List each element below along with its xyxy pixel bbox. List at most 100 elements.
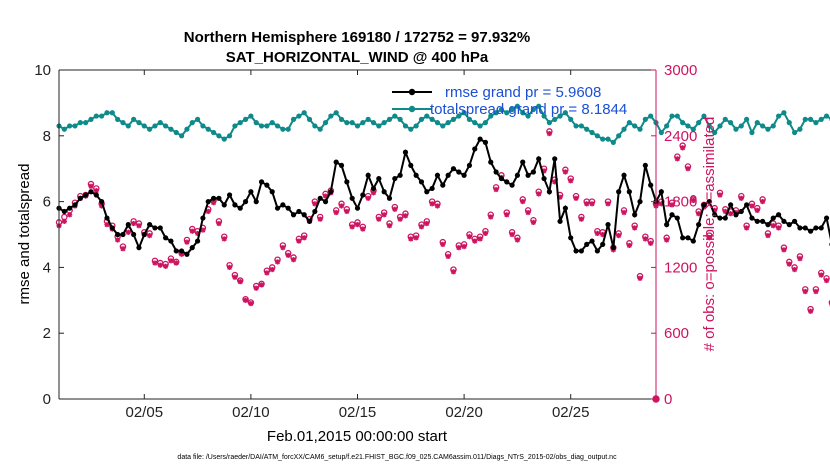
rmse-point bbox=[269, 189, 275, 195]
totalspread-point bbox=[83, 120, 89, 126]
assimilated-point bbox=[584, 201, 590, 207]
rmse-point bbox=[712, 212, 718, 218]
rmse-point bbox=[605, 222, 611, 228]
totalspread-point bbox=[402, 123, 409, 129]
totalspread-point bbox=[530, 106, 537, 113]
rmse-point bbox=[637, 199, 643, 205]
rmse-point bbox=[210, 195, 217, 201]
rmse-point bbox=[749, 215, 755, 221]
totalspread-point bbox=[642, 116, 648, 122]
assimilated-point bbox=[482, 230, 489, 237]
totalspread-point bbox=[802, 116, 808, 122]
assimilated-point bbox=[728, 211, 734, 217]
rmse-point bbox=[365, 172, 371, 178]
assimilated-point bbox=[285, 252, 291, 258]
rmse-point bbox=[445, 172, 451, 178]
rmse-point bbox=[317, 195, 323, 201]
assimilated-point bbox=[461, 243, 467, 250]
totalspread-point bbox=[509, 106, 515, 113]
rmse-point bbox=[482, 139, 489, 145]
rmse-point bbox=[93, 192, 99, 198]
rmse-point bbox=[696, 222, 702, 228]
totalspread-point bbox=[221, 136, 227, 142]
rmse-point bbox=[242, 199, 249, 205]
assimilated-point bbox=[381, 212, 387, 218]
rmse-point bbox=[290, 212, 297, 218]
rmse-point bbox=[536, 156, 542, 162]
totalspread-point bbox=[163, 123, 169, 129]
rmse-point bbox=[157, 225, 163, 231]
assimilated-point bbox=[520, 199, 526, 205]
rmse-point bbox=[152, 225, 158, 231]
rmse-point bbox=[312, 208, 318, 215]
totalspread-point bbox=[696, 120, 702, 126]
rmse-point bbox=[99, 199, 105, 205]
assimilated-point bbox=[445, 253, 451, 260]
rmse-point bbox=[61, 208, 67, 215]
totalspread-point bbox=[338, 116, 345, 122]
assimilated-point bbox=[168, 258, 174, 264]
rmse-point bbox=[765, 222, 771, 228]
rmse-point bbox=[381, 189, 387, 195]
totalspread-point bbox=[493, 110, 499, 116]
totalspread-point bbox=[658, 129, 664, 136]
rmse-point bbox=[83, 192, 89, 198]
footer-data-file: data file: /Users/raeder/DAI/ATM_forcXX/… bbox=[177, 454, 617, 461]
assimilated-point bbox=[690, 197, 696, 204]
assimilated-point bbox=[61, 218, 67, 224]
totalspread-point bbox=[226, 133, 233, 139]
totalspread-point bbox=[280, 126, 286, 132]
assimilated-point bbox=[264, 270, 270, 276]
assimilated-point bbox=[184, 239, 190, 245]
assimilated-point bbox=[696, 211, 702, 217]
rmse-point bbox=[701, 202, 707, 208]
rmse-point bbox=[370, 185, 377, 192]
rmse-point bbox=[600, 241, 606, 247]
assimilated-point bbox=[226, 264, 233, 270]
totalspread-point bbox=[370, 120, 377, 126]
totalspread-point bbox=[285, 126, 291, 132]
totalspread-point bbox=[498, 106, 505, 113]
totalspread-point bbox=[664, 123, 670, 129]
rmse-point bbox=[797, 225, 803, 231]
totalspread-point bbox=[791, 129, 798, 136]
assimilated-point bbox=[205, 208, 211, 215]
rmse-point bbox=[296, 208, 302, 215]
assimilated-point bbox=[770, 223, 776, 229]
rmse-point bbox=[813, 225, 819, 231]
assimilated-point bbox=[674, 156, 680, 162]
assimilated-point bbox=[290, 257, 297, 263]
assimilated-point bbox=[88, 183, 94, 189]
totalspread-point bbox=[733, 126, 739, 132]
totalspread-point bbox=[450, 116, 457, 122]
assimilated-point bbox=[754, 207, 760, 213]
totalspread-point bbox=[456, 113, 462, 119]
assimilated-point bbox=[402, 213, 409, 219]
assimilated-point bbox=[717, 192, 723, 198]
assimilated-point bbox=[765, 232, 771, 239]
assimilated-point bbox=[818, 272, 824, 278]
totalspread-point bbox=[194, 116, 201, 122]
totalspread-point bbox=[178, 133, 185, 139]
rmse-point bbox=[418, 179, 425, 185]
totalspread-point bbox=[514, 103, 521, 109]
totalspread-point bbox=[525, 113, 531, 119]
totalspread-point bbox=[322, 120, 329, 126]
totalspread-point bbox=[376, 123, 382, 129]
rmse-point bbox=[397, 172, 403, 178]
totalspread-point bbox=[584, 126, 590, 132]
rmse-point bbox=[807, 228, 814, 234]
totalspread-point bbox=[605, 136, 611, 142]
totalspread-point bbox=[562, 110, 568, 116]
rmse-point bbox=[594, 248, 600, 254]
assimilated-point bbox=[680, 145, 686, 151]
rmse-point bbox=[189, 245, 195, 251]
assimilated-point bbox=[104, 222, 110, 228]
assimilated-point bbox=[456, 245, 462, 251]
totalspread-point bbox=[760, 123, 766, 129]
totalspread-point bbox=[264, 123, 270, 129]
rmse-point bbox=[642, 162, 648, 169]
assimilated-point bbox=[626, 242, 632, 249]
totalspread-point bbox=[290, 116, 297, 122]
assimilated-point bbox=[669, 202, 675, 208]
